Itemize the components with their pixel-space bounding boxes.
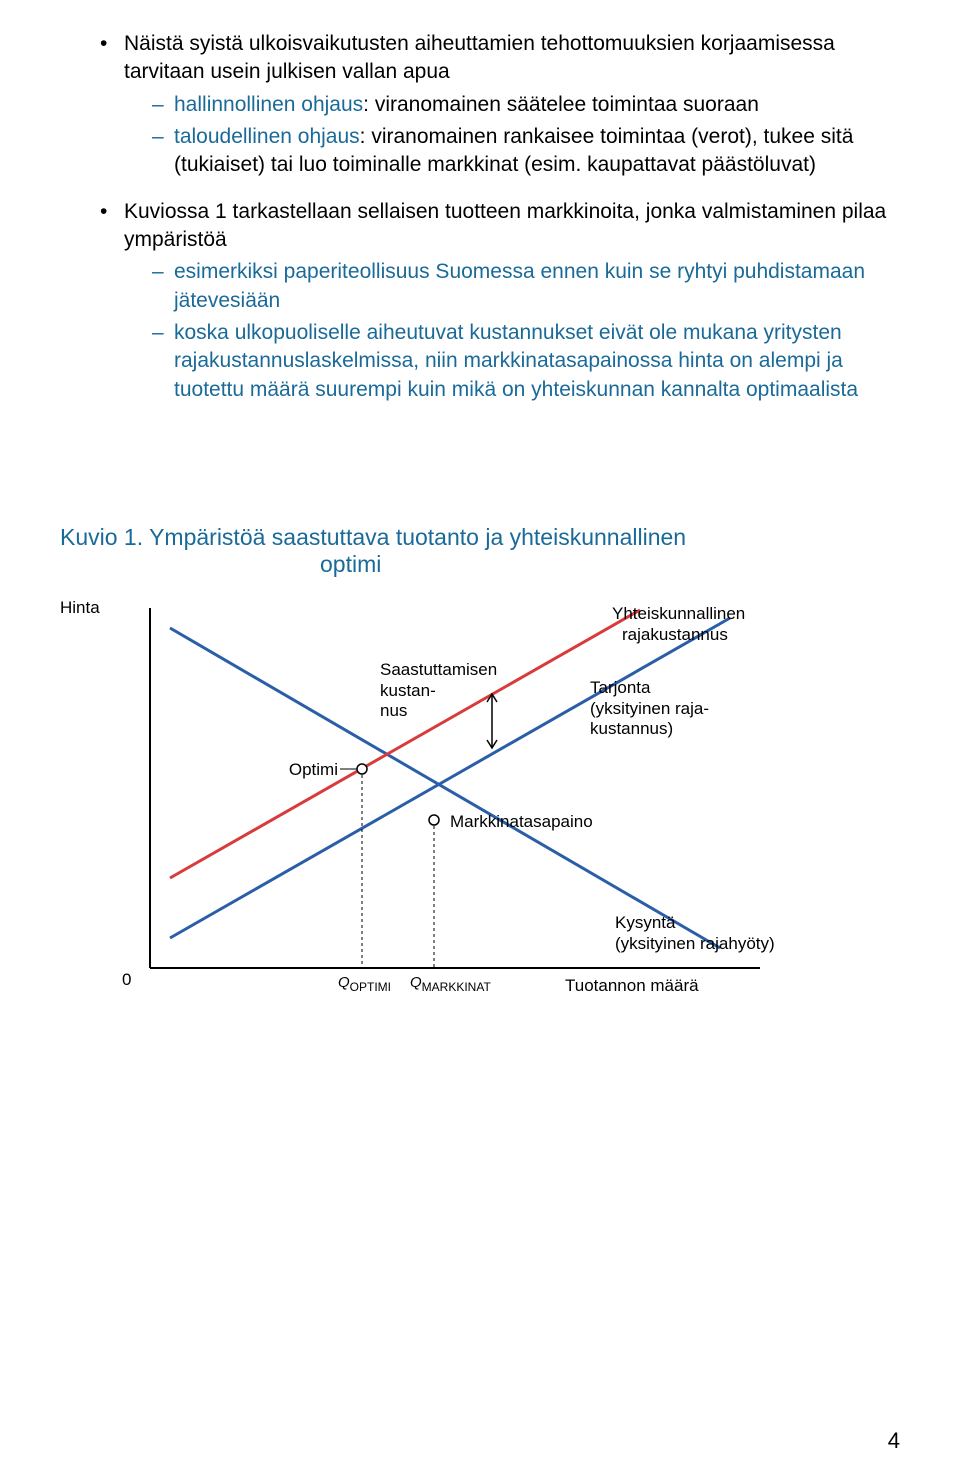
b1s1-rest: : viranomainen säätelee toimintaa suoraa… (363, 93, 759, 116)
page-number: 4 (888, 1428, 900, 1454)
q-mark-q: Q (410, 974, 422, 991)
bullet-2-sub-1: esimerkiksi paperiteollisuus Suomessa en… (152, 258, 900, 315)
bullet-2-text: Kuviossa 1 tarkastellaan sellaisen tuott… (124, 200, 886, 251)
soc-l1: Yhteiskunnallinen (612, 604, 745, 623)
markkinatasapaino-label: Markkinatasapaino (450, 812, 593, 832)
figure-title-line2: optimi (320, 551, 900, 578)
q-mark-sub: MARKKINAT (422, 980, 491, 994)
figure-chart: Hinta 0 Optimi Markkinatasapaino Saastut… (60, 588, 840, 1028)
saast-l2: kustan- (380, 681, 436, 700)
chart-svg (60, 588, 840, 1028)
b1s2-prefix: taloudellinen ohjaus (174, 125, 360, 148)
social-cost-label: Yhteiskunnallinen rajakustannus (612, 604, 745, 645)
y-axis-label: Hinta (60, 598, 100, 618)
q-opt-q: Q (338, 974, 350, 991)
x-axis-label: Tuotannon määrä (565, 976, 699, 996)
tarj-l3: kustannus) (590, 719, 673, 738)
bullet-2-sub-2: koska ulkopuoliselle aiheutuvat kustannu… (152, 319, 900, 404)
bullet-2: Kuviossa 1 tarkastellaan sellaisen tuott… (100, 198, 900, 404)
bullet-list: Näistä syistä ulkoisvaikutusten aiheutta… (100, 30, 900, 404)
q-markkinat-label: QMARKKINAT (410, 974, 491, 994)
figure-title-line1: Kuvio 1. Ympäristöä saastuttava tuotanto… (60, 524, 686, 550)
saast-l1: Saastuttamisen (380, 660, 497, 679)
optimi-label: Optimi (218, 760, 338, 780)
bullet-1: Näistä syistä ulkoisvaikutusten aiheutta… (100, 30, 900, 180)
supply-label: Tarjonta (yksityinen raja- kustannus) (590, 678, 709, 739)
b1s1-prefix: hallinnollinen ohjaus (174, 93, 363, 116)
bullet-1-text: Näistä syistä ulkoisvaikutusten aiheutta… (124, 32, 835, 83)
tarj-l2: (yksityinen raja- (590, 699, 709, 718)
kys-l1: Kysyntä (615, 913, 675, 932)
tarj-l1: Tarjonta (590, 678, 650, 697)
demand-label: Kysyntä (yksityinen rajahyöty) (615, 913, 775, 954)
origin-label: 0 (122, 970, 131, 990)
bullet-1-sub-2: taloudellinen ohjaus: viranomainen ranka… (152, 123, 900, 180)
bullet-2-sublist: esimerkiksi paperiteollisuus Suomessa en… (152, 258, 900, 404)
saast-label: Saastuttamisen kustan- nus (380, 660, 497, 721)
bullet-1-sub-1: hallinnollinen ohjaus: viranomainen säät… (152, 91, 900, 119)
soc-l2: rajakustannus (612, 625, 728, 644)
saast-l3: nus (380, 701, 407, 720)
kys-l2: (yksityinen rajahyöty) (615, 934, 775, 953)
bullet-1-sublist: hallinnollinen ohjaus: viranomainen säät… (152, 91, 900, 180)
figure-title: Kuvio 1. Ympäristöä saastuttava tuotanto… (60, 524, 900, 578)
q-opt-sub: OPTIMI (350, 980, 391, 994)
q-optimi-label: QOPTIMI (338, 974, 391, 994)
